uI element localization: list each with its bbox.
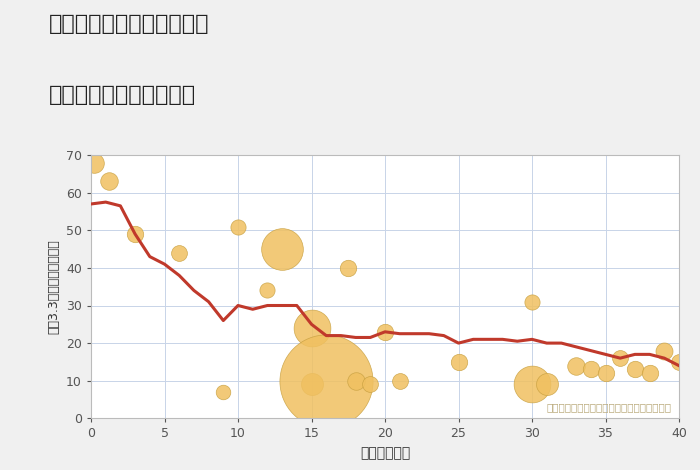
Point: [379, 328, 391, 336]
Point: [644, 369, 655, 377]
Point: [262, 287, 273, 294]
Point: [103, 178, 114, 185]
Point: [629, 366, 641, 373]
Point: [306, 324, 317, 332]
Text: 兵庫県豊岡市日高町森山の: 兵庫県豊岡市日高町森山の: [49, 14, 209, 34]
Point: [453, 358, 464, 366]
Point: [570, 362, 582, 369]
Point: [600, 369, 611, 377]
Point: [394, 377, 405, 384]
Point: [343, 264, 354, 272]
X-axis label: 築年数（年）: 築年数（年）: [360, 446, 410, 460]
Point: [174, 249, 185, 257]
Point: [526, 381, 538, 388]
Point: [615, 354, 626, 362]
Point: [88, 159, 99, 166]
Point: [673, 358, 685, 366]
Point: [130, 230, 141, 238]
Point: [218, 388, 229, 396]
Point: [585, 366, 596, 373]
Point: [306, 381, 317, 388]
Point: [541, 381, 552, 388]
Point: [365, 381, 376, 388]
Point: [321, 377, 332, 384]
Point: [659, 347, 670, 354]
Point: [526, 298, 538, 306]
Text: 築年数別中古戸建て価格: 築年数別中古戸建て価格: [49, 85, 196, 105]
Text: 円の大きさは、取引のあった物件面積を示す: 円の大きさは、取引のあった物件面積を示す: [547, 403, 672, 413]
Point: [276, 245, 288, 253]
Point: [232, 223, 244, 230]
Point: [350, 377, 361, 384]
Y-axis label: 平（3.3㎡）単価（万円）: 平（3.3㎡）単価（万円）: [48, 239, 60, 334]
